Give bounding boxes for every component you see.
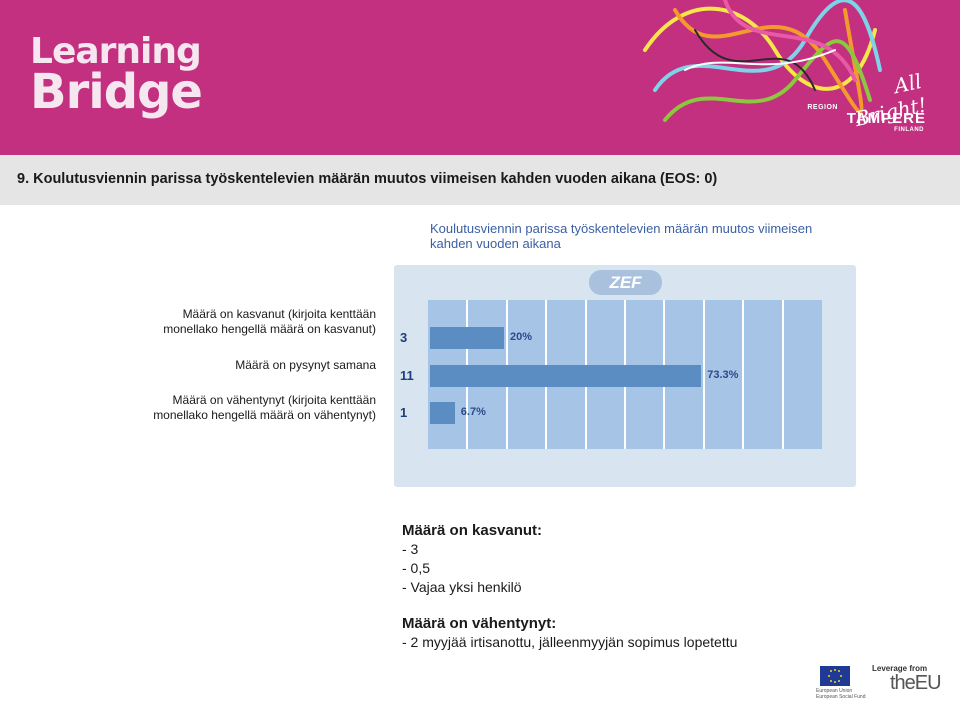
chart-title: Koulutusviennin parissa työskentelevien … [430, 221, 813, 251]
slide-heading: 9. Koulutusviennin parissa työskentelevi… [17, 171, 718, 187]
decreased-heading: Määrä on vähentynyt: [402, 615, 557, 632]
leverage-text: Leverage from [872, 664, 928, 673]
category-label-line: Määrä on kasvanut (kirjoita kenttään [182, 307, 376, 321]
learning-bridge-logo: Learning Bridge [30, 31, 203, 120]
logo-line1: Learning [30, 31, 202, 72]
bar-1 [430, 365, 702, 387]
notes-block: Määrä on kasvanut: - 3 - 0,5 - Vajaa yks… [402, 521, 737, 652]
category-label-same: Määrä on pysynyt samana [235, 358, 376, 373]
category-label-line: Määrä on vähentynyt (kirjoita kenttään [172, 393, 376, 407]
bar-0 [430, 327, 504, 349]
bar-value-label: 20% [510, 331, 533, 343]
category-label-line: monellako hengellä määrä on kasvanut) [163, 322, 376, 336]
category-label-line: Määrä on pysynyt samana [235, 358, 376, 372]
eu-flag-icon [820, 666, 850, 686]
eu-logo: Leverage from theEU European Union Europ… [816, 664, 946, 702]
increased-item: - Vajaa yksi henkilö [402, 579, 522, 595]
increased-heading: Määrä on kasvanut: [402, 522, 543, 539]
bar-value-label: 73.3% [707, 369, 739, 381]
the-eu-text: theEU [890, 672, 942, 694]
eu-fund-line: European Social Fund [816, 694, 866, 700]
decreased-item: - 2 myyjää irtisanottu, jälleenmyyjän so… [402, 634, 738, 650]
bar-2 [430, 402, 455, 424]
finland-text: FINLAND [894, 127, 924, 133]
category-label-decreased: Määrä on vähentynyt (kirjoita kenttään m… [153, 393, 376, 423]
eu-fund-text: European Union European Social Fund [816, 688, 865, 700]
zef-logo: ZEF [589, 270, 662, 295]
colorful-swirl-graphic [643, 0, 882, 122]
tampere-text: TAMPERE [846, 110, 926, 127]
title-bar [0, 155, 960, 205]
category-label-line: monellako hengellä määrä on vähentynyt) [153, 408, 376, 422]
header-banner: Learning Bridge All Bright! REGION TAMPE… [0, 0, 960, 155]
logo-line2: Bridge [30, 64, 203, 120]
bar-count-label: 3 [400, 330, 408, 345]
bar-count-label: 1 [400, 405, 408, 420]
region-text: REGION [807, 104, 838, 111]
bar-count-label: 11 [400, 368, 414, 383]
increased-item: - 3 [402, 541, 419, 557]
increased-item: - 0,5 [402, 560, 431, 576]
bar-value-label: 6.7% [460, 406, 486, 418]
category-label-increased: Määrä on kasvanut (kirjoita kenttään mon… [163, 307, 376, 337]
eu-fund-line: European Union [816, 688, 853, 694]
